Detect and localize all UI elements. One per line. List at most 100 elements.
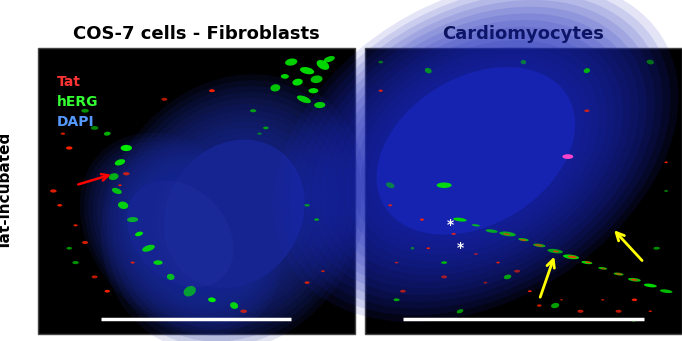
Ellipse shape	[297, 95, 311, 103]
Ellipse shape	[314, 102, 325, 108]
Ellipse shape	[250, 109, 256, 112]
Ellipse shape	[361, 54, 591, 248]
Ellipse shape	[457, 309, 463, 313]
Ellipse shape	[441, 261, 447, 264]
Ellipse shape	[400, 290, 406, 293]
Ellipse shape	[164, 139, 305, 288]
Ellipse shape	[153, 260, 162, 265]
Ellipse shape	[97, 150, 263, 318]
Ellipse shape	[379, 61, 383, 63]
Ellipse shape	[316, 60, 329, 70]
Ellipse shape	[101, 154, 259, 313]
Ellipse shape	[368, 60, 583, 241]
Text: *: *	[456, 241, 464, 255]
Ellipse shape	[127, 180, 234, 288]
Ellipse shape	[110, 163, 251, 305]
Ellipse shape	[601, 268, 606, 269]
Ellipse shape	[644, 284, 657, 287]
Ellipse shape	[112, 188, 121, 194]
Ellipse shape	[563, 254, 579, 259]
Ellipse shape	[118, 184, 121, 186]
Ellipse shape	[101, 74, 367, 341]
Ellipse shape	[321, 20, 631, 282]
Ellipse shape	[551, 303, 559, 308]
Ellipse shape	[436, 182, 451, 188]
Ellipse shape	[310, 75, 323, 83]
Ellipse shape	[602, 299, 604, 300]
Ellipse shape	[106, 159, 255, 309]
Ellipse shape	[89, 142, 272, 326]
Ellipse shape	[615, 273, 622, 275]
Ellipse shape	[108, 173, 119, 180]
Ellipse shape	[324, 56, 335, 62]
Ellipse shape	[118, 202, 128, 209]
Ellipse shape	[563, 154, 574, 159]
Ellipse shape	[628, 278, 641, 282]
Ellipse shape	[514, 270, 520, 272]
Ellipse shape	[503, 233, 510, 235]
Ellipse shape	[162, 98, 167, 101]
Text: Tat-incubated: Tat-incubated	[0, 132, 13, 250]
Ellipse shape	[584, 109, 589, 112]
Text: Cardiomyocytes: Cardiomyocytes	[443, 25, 604, 43]
Ellipse shape	[82, 241, 88, 244]
Ellipse shape	[281, 0, 670, 315]
Ellipse shape	[257, 318, 262, 321]
Ellipse shape	[631, 279, 638, 281]
Ellipse shape	[584, 68, 590, 73]
Ellipse shape	[114, 167, 246, 301]
Ellipse shape	[240, 310, 247, 313]
Ellipse shape	[131, 262, 134, 264]
Ellipse shape	[420, 219, 424, 221]
Ellipse shape	[486, 229, 498, 233]
Ellipse shape	[533, 243, 546, 247]
Ellipse shape	[411, 247, 414, 250]
Ellipse shape	[72, 261, 79, 264]
Ellipse shape	[647, 60, 654, 64]
Ellipse shape	[537, 305, 542, 307]
Ellipse shape	[454, 218, 466, 222]
Ellipse shape	[553, 251, 559, 252]
Bar	[38, 48, 355, 334]
Ellipse shape	[305, 281, 310, 284]
Ellipse shape	[91, 276, 98, 278]
Ellipse shape	[329, 27, 623, 275]
Ellipse shape	[208, 297, 216, 302]
Ellipse shape	[353, 47, 599, 255]
Ellipse shape	[93, 146, 268, 322]
Ellipse shape	[61, 133, 65, 135]
Ellipse shape	[614, 272, 623, 276]
Text: *: *	[447, 218, 454, 232]
Ellipse shape	[344, 40, 607, 262]
Ellipse shape	[107, 80, 361, 341]
Ellipse shape	[135, 110, 333, 318]
Ellipse shape	[616, 310, 621, 313]
Ellipse shape	[474, 253, 478, 255]
Ellipse shape	[121, 145, 132, 151]
Ellipse shape	[84, 137, 276, 331]
Ellipse shape	[504, 275, 512, 279]
Text: Tat: Tat	[57, 75, 80, 89]
Ellipse shape	[472, 224, 480, 226]
Ellipse shape	[152, 128, 316, 300]
Ellipse shape	[74, 224, 78, 226]
Ellipse shape	[183, 286, 196, 296]
Ellipse shape	[388, 204, 392, 206]
Ellipse shape	[123, 176, 238, 292]
Ellipse shape	[394, 298, 400, 301]
Ellipse shape	[664, 162, 668, 163]
Ellipse shape	[560, 299, 563, 300]
Ellipse shape	[520, 60, 527, 64]
Ellipse shape	[209, 89, 215, 92]
Ellipse shape	[649, 310, 652, 312]
Ellipse shape	[158, 134, 310, 294]
Ellipse shape	[124, 98, 344, 330]
Ellipse shape	[379, 90, 383, 92]
Ellipse shape	[167, 274, 175, 280]
Ellipse shape	[300, 67, 314, 74]
Ellipse shape	[147, 122, 322, 306]
Ellipse shape	[337, 33, 615, 268]
Text: COS-7 cells - Fibroblasts: COS-7 cells - Fibroblasts	[73, 25, 319, 43]
Ellipse shape	[535, 244, 543, 247]
Ellipse shape	[376, 67, 575, 235]
